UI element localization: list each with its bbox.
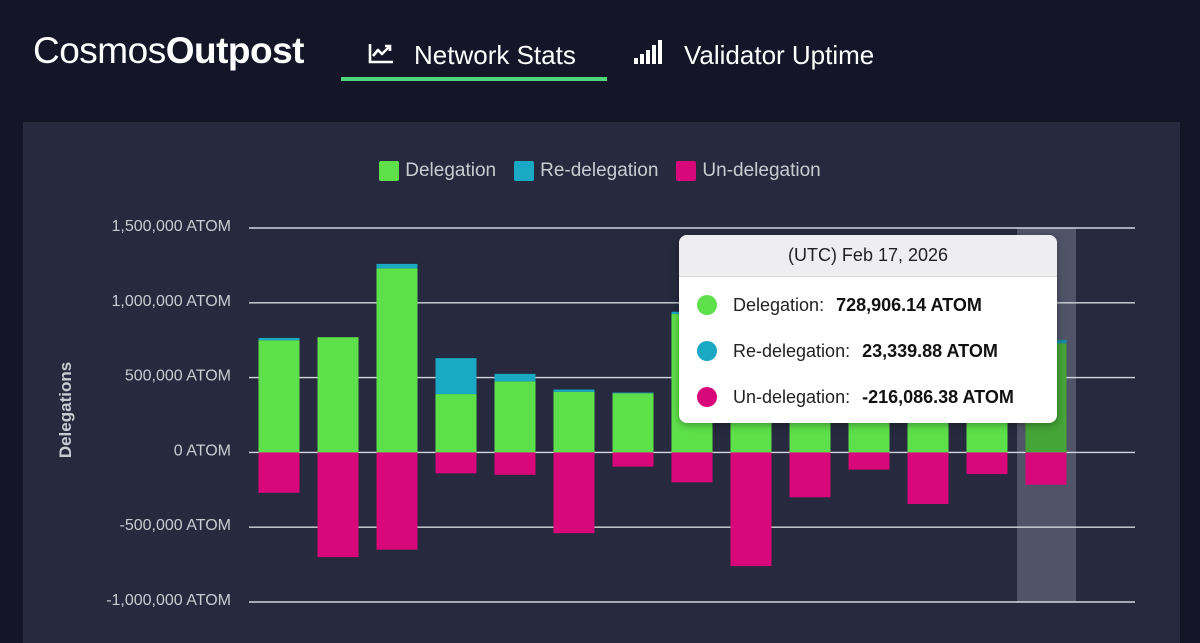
bar-re-delegation[interactable] <box>553 389 595 392</box>
legend-item-re-delegation[interactable]: Re-delegation <box>514 160 658 182</box>
tooltip-title: (UTC) Feb 17, 2026 <box>679 235 1057 277</box>
bar-delegation[interactable] <box>258 340 300 453</box>
tooltip-label-delegation: Delegation: <box>733 294 825 315</box>
app-logo[interactable]: CosmosOutpost <box>33 30 305 72</box>
bar-un-delegation[interactable] <box>730 452 772 567</box>
y-tick-label: 1,500,000 ATOM <box>112 218 231 235</box>
bar-un-delegation[interactable] <box>258 452 300 493</box>
bar-delegation[interactable] <box>317 337 359 453</box>
bar-re-delegation[interactable] <box>258 337 300 341</box>
tooltip-value-delegation: 728,906.14 ATOM <box>836 294 982 315</box>
legend-label-delegation: Delegation <box>405 160 497 181</box>
logo-bold-text: Outpost <box>165 30 305 71</box>
tooltip-row-re-delegation: Re-delegation: 23,339.88 ATOM <box>679 336 1057 366</box>
bar-un-delegation[interactable] <box>553 452 595 534</box>
tooltip-row-un-delegation: Un-delegation: -216,086.38 ATOM <box>679 382 1057 412</box>
bar-un-delegation[interactable] <box>907 452 949 505</box>
y-tick-label: 0 ATOM <box>174 442 231 459</box>
y-tick-label: -500,000 ATOM <box>120 517 231 534</box>
bar-un-delegation[interactable] <box>1025 452 1067 485</box>
tab-network-stats-label: Network Stats <box>414 39 576 70</box>
bar-un-delegation[interactable] <box>612 452 654 467</box>
signal-bars-icon <box>634 39 664 71</box>
tooltip-value-re-delegation: 23,339.88 ATOM <box>862 340 998 361</box>
legend-swatch-un-delegation <box>676 161 697 181</box>
tab-validator-uptime[interactable]: Validator Uptime <box>634 30 874 80</box>
bar-un-delegation[interactable] <box>966 452 1008 475</box>
tooltip-label-re-delegation: Re-delegation: <box>733 340 851 361</box>
bar-delegation[interactable] <box>612 393 654 453</box>
tab-validator-uptime-label: Validator Uptime <box>684 39 875 70</box>
y-tick-label: 1,000,000 ATOM <box>112 293 231 310</box>
legend-label-re-delegation: Re-delegation <box>540 160 659 181</box>
legend-item-delegation[interactable]: Delegation <box>379 160 496 182</box>
y-tick-label: 500,000 ATOM <box>125 368 231 385</box>
line-chart-icon <box>368 40 394 71</box>
tooltip-dot-re-delegation <box>697 341 717 361</box>
bar-un-delegation[interactable] <box>317 452 359 558</box>
bar-un-delegation[interactable] <box>435 452 477 474</box>
tooltip-label-un-delegation: Un-delegation: <box>733 386 851 407</box>
active-tab-indicator <box>341 77 607 81</box>
bar-delegation[interactable] <box>435 394 477 453</box>
top-nav-bar: CosmosOutpost Network Stats Validator Up… <box>0 0 1200 100</box>
bar-re-delegation[interactable] <box>612 392 654 394</box>
bar-delegation[interactable] <box>553 391 595 453</box>
bar-un-delegation[interactable] <box>671 452 713 483</box>
chart-legend: Delegation Re-delegation Un-delegation <box>0 158 1200 184</box>
tooltip-value-un-delegation: -216,086.38 ATOM <box>862 386 1014 407</box>
legend-label-un-delegation: Un-delegation <box>702 160 821 181</box>
logo-regular-text: Cosmos <box>33 30 166 71</box>
bar-delegation[interactable] <box>376 268 418 453</box>
bar-delegation[interactable] <box>494 381 536 453</box>
bar-re-delegation[interactable] <box>435 358 477 395</box>
y-axis-label: Delegations <box>56 362 75 458</box>
bar-un-delegation[interactable] <box>848 452 890 470</box>
tooltip-dot-un-delegation <box>697 387 717 407</box>
legend-item-un-delegation[interactable]: Un-delegation <box>676 160 821 182</box>
legend-swatch-delegation <box>379 161 400 181</box>
tab-network-stats[interactable]: Network Stats <box>368 30 576 80</box>
bar-re-delegation[interactable] <box>494 373 536 382</box>
bar-un-delegation[interactable] <box>494 452 536 475</box>
bar-un-delegation[interactable] <box>789 452 831 498</box>
y-tick-label: -1,000,000 ATOM <box>106 592 231 609</box>
tooltip-dot-delegation <box>697 295 717 315</box>
bar-re-delegation[interactable] <box>376 263 418 269</box>
bar-un-delegation[interactable] <box>376 452 418 550</box>
tooltip-row-delegation: Delegation: 728,906.14 ATOM <box>679 290 1057 320</box>
legend-swatch-re-delegation <box>514 161 535 181</box>
chart-tooltip: (UTC) Feb 17, 2026 Delegation: 728,906.1… <box>679 235 1057 423</box>
